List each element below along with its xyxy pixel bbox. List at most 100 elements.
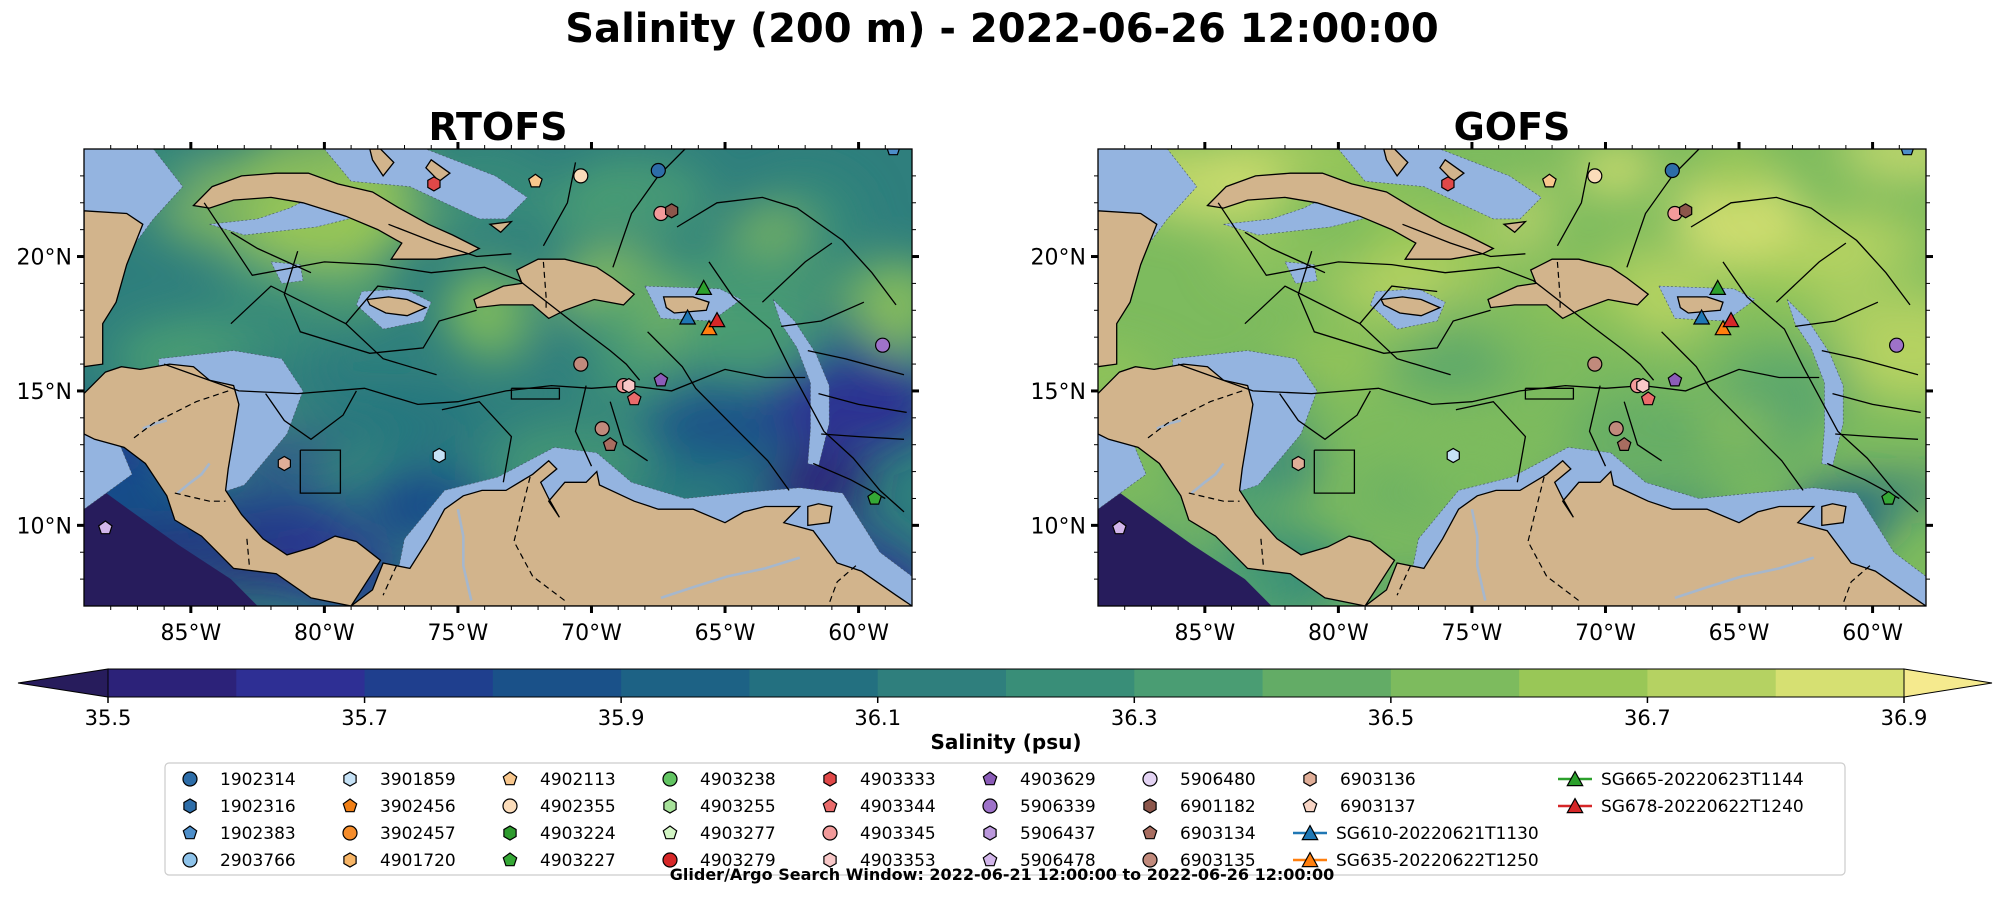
obs-4902113 [1541,173,1557,188]
eez-line [265,390,357,441]
eez-line [1775,242,1847,303]
obs-1902383 [886,149,900,156]
map-frame-rtofs [83,148,913,607]
legend-marker [1303,771,1317,787]
land-centralAmerica [1098,363,1396,606]
colorbar-tick-label: 36.1 [854,706,901,730]
legend-marker [1566,797,1584,814]
shelf-area [1098,433,1147,510]
eez-line [1722,261,1919,513]
legend: 1902314 1902316 1902383 2903766 3901859 39024… [164,762,1846,876]
observations-gofs [1111,149,1914,535]
legend-label: SG665-20220623T1144 [1601,770,1804,790]
obs-3901859 [1446,447,1460,464]
land-yucatan [84,210,144,368]
obs-5906478 [97,520,113,535]
colorbar-tick-label: 35.7 [341,706,388,730]
map-panel-gofs: GOFS 85°W 80°W 75°W 70°W 65°W 60°W 10°N 15°N 20°… [1031,105,1933,646]
obs-SG678-20220622T1240 [708,311,726,328]
country-border [828,565,857,604]
eez-line [676,196,897,306]
country-border [1396,565,1412,596]
salinity-feature [1370,252,1462,295]
legend-marker [822,798,838,813]
legend-entry: 2903766 [182,851,296,871]
legend-marker [982,852,998,867]
obs-6903134 [1616,436,1632,451]
legend-marker [502,771,518,786]
legend-marker [1302,798,1318,813]
salinity-feature [765,357,912,454]
legend-entry: SG678-20220622T1240 [1558,797,1804,817]
colorbar-frame [107,668,1905,698]
land-yucatan [1098,210,1158,368]
colorbar-tick-label: 36.7 [1624,706,1671,730]
eez-line [1359,285,1438,325]
legend-label: 6903135 [1180,851,1256,871]
legend-label: 4903279 [700,851,776,871]
land-jamaica [1380,296,1442,317]
obs-1902314 [650,162,666,179]
colorbar-bin [1519,669,1649,697]
legend-label: 1902383 [220,824,296,844]
legend-label: 4903353 [860,851,936,871]
legend-label: 5906339 [1020,797,1096,817]
colorbar-bin [364,669,494,697]
eez-line [230,231,312,274]
colorbar-bin [1134,669,1264,697]
land-hispaniola [1487,258,1650,320]
obs-6903135 [573,356,589,372]
legend-entry: 6903137 [1302,797,1416,817]
figure-title: Salinity (200 m) - 2022-06-26 12:00:00 [565,6,1438,52]
land-rtofs [84,149,912,606]
land-southAmerica [350,459,912,606]
axis-ticks-gofs: 85°W 80°W 75°W 70°W 65°W 60°W 10°N 15°N 20°N [1031,142,1933,646]
legend-entry: 5906437 [983,824,1096,844]
country-border [1527,476,1580,602]
legend-label: 3902457 [380,824,456,844]
eez-line [612,149,686,268]
x-tick-label: 75°W [1442,621,1503,646]
legend-entry: 5906339 [982,797,1096,817]
eez-line [230,285,437,376]
legend-label: 4903344 [860,797,936,817]
country-border [131,390,229,440]
x-tick-label: 85°W [160,621,221,646]
axis-ticks-rtofs: 85°W 80°W 75°W 70°W 65°W 60°W 10°N 15°N 20°N [17,142,919,646]
legend-label: 3901859 [380,770,456,790]
legend-label: 1902316 [220,797,296,817]
eez-line [1832,392,1921,414]
y-tick-label: 10°N [17,514,72,539]
legend-label: 3902456 [380,797,456,817]
legend-label: 4903277 [700,824,776,844]
legend-label: 5906478 [1020,851,1096,871]
legend-label: 4901720 [380,851,456,871]
obs-4903629 [1667,372,1683,387]
obs-4902355 [1587,168,1603,184]
legend-entry: 6903135 [1142,851,1256,871]
obs-4903227 [867,490,883,505]
x-tick-label: 70°W [1575,621,1636,646]
eez-line [1455,400,1527,483]
land-bahamasC [1502,220,1528,234]
eez-line [345,285,424,325]
colorbar-bin [492,669,622,697]
legend-marker [982,771,998,786]
legend-label: 4903238 [700,770,776,790]
salinity-feature [538,317,608,375]
legend-entry: 3902457 [342,824,456,844]
legend-label: 5906480 [1180,770,1256,790]
salinity-feature [1702,409,1783,448]
obs-SG635-20220622T1250 [700,319,718,336]
country-border [1188,492,1240,502]
legend-entry: 4903344 [822,797,936,817]
legend-marker [983,825,997,841]
salinity-feature [581,360,692,399]
country-border [174,492,226,502]
x-tick-label: 60°W [1842,621,1903,646]
pacific-deep-water [1098,477,1272,606]
river [1674,556,1815,600]
eez-line [1795,301,1879,328]
x-tick-label: 70°W [561,621,622,646]
